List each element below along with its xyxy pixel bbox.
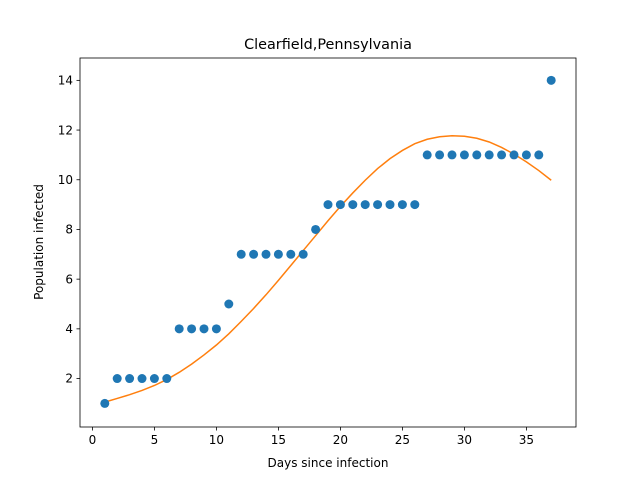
data-point	[187, 324, 197, 334]
fit-curve	[104, 135, 552, 403]
data-point	[546, 75, 556, 85]
data-point	[348, 200, 358, 210]
y-tick-label: 14	[58, 74, 73, 88]
x-tick-label: 5	[151, 433, 159, 447]
plot-area	[80, 58, 576, 427]
data-point	[174, 324, 184, 334]
data-point	[224, 299, 234, 309]
data-point	[459, 150, 469, 160]
scatter-points-layer	[100, 75, 556, 408]
data-point	[447, 150, 457, 160]
data-point	[298, 249, 308, 259]
x-axis-label: Days since infection	[268, 456, 389, 470]
x-tick-label: 20	[333, 433, 348, 447]
fit-line-layer	[104, 135, 552, 403]
data-point	[137, 374, 147, 384]
data-point	[397, 200, 407, 210]
data-point	[373, 200, 383, 210]
x-tick-label: 0	[89, 433, 97, 447]
data-point	[323, 200, 333, 210]
data-point	[112, 374, 122, 384]
data-point	[385, 200, 395, 210]
x-axis-ticks: 0 5 10 15 20 25 30 35	[89, 427, 534, 447]
data-point	[484, 150, 494, 160]
y-tick-label: 4	[65, 322, 73, 336]
x-tick-label: 25	[395, 433, 410, 447]
chart-title: Clearfield,Pennsylvania	[244, 37, 412, 53]
data-point	[311, 224, 321, 234]
data-point	[125, 374, 135, 384]
data-point	[422, 150, 432, 160]
x-tick-label: 30	[457, 433, 472, 447]
data-point	[435, 150, 445, 160]
x-tick-label: 10	[209, 433, 224, 447]
y-tick-label: 12	[58, 123, 73, 137]
data-point	[261, 249, 271, 259]
y-tick-label: 8	[65, 223, 73, 237]
x-tick-label: 15	[271, 433, 286, 447]
y-axis-ticks: 2 4 6 8 10 12 14	[58, 74, 80, 386]
data-point	[410, 200, 420, 210]
y-tick-label: 6	[65, 272, 73, 286]
data-point	[199, 324, 209, 334]
data-point	[273, 249, 283, 259]
data-point	[509, 150, 519, 160]
data-point	[211, 324, 221, 334]
data-point	[360, 200, 370, 210]
data-point	[286, 249, 296, 259]
data-point	[249, 249, 259, 259]
y-axis-label: Population infected	[32, 184, 46, 300]
data-point	[534, 150, 544, 160]
data-point	[521, 150, 531, 160]
y-tick-label: 10	[58, 173, 73, 187]
x-tick-label: 35	[519, 433, 534, 447]
data-point	[472, 150, 482, 160]
y-tick-label: 2	[65, 372, 73, 386]
data-point	[100, 398, 110, 408]
data-point	[236, 249, 246, 259]
data-point	[335, 200, 345, 210]
data-point	[497, 150, 507, 160]
data-point	[162, 374, 172, 384]
data-point	[149, 374, 159, 384]
plot-frame	[79, 57, 577, 428]
